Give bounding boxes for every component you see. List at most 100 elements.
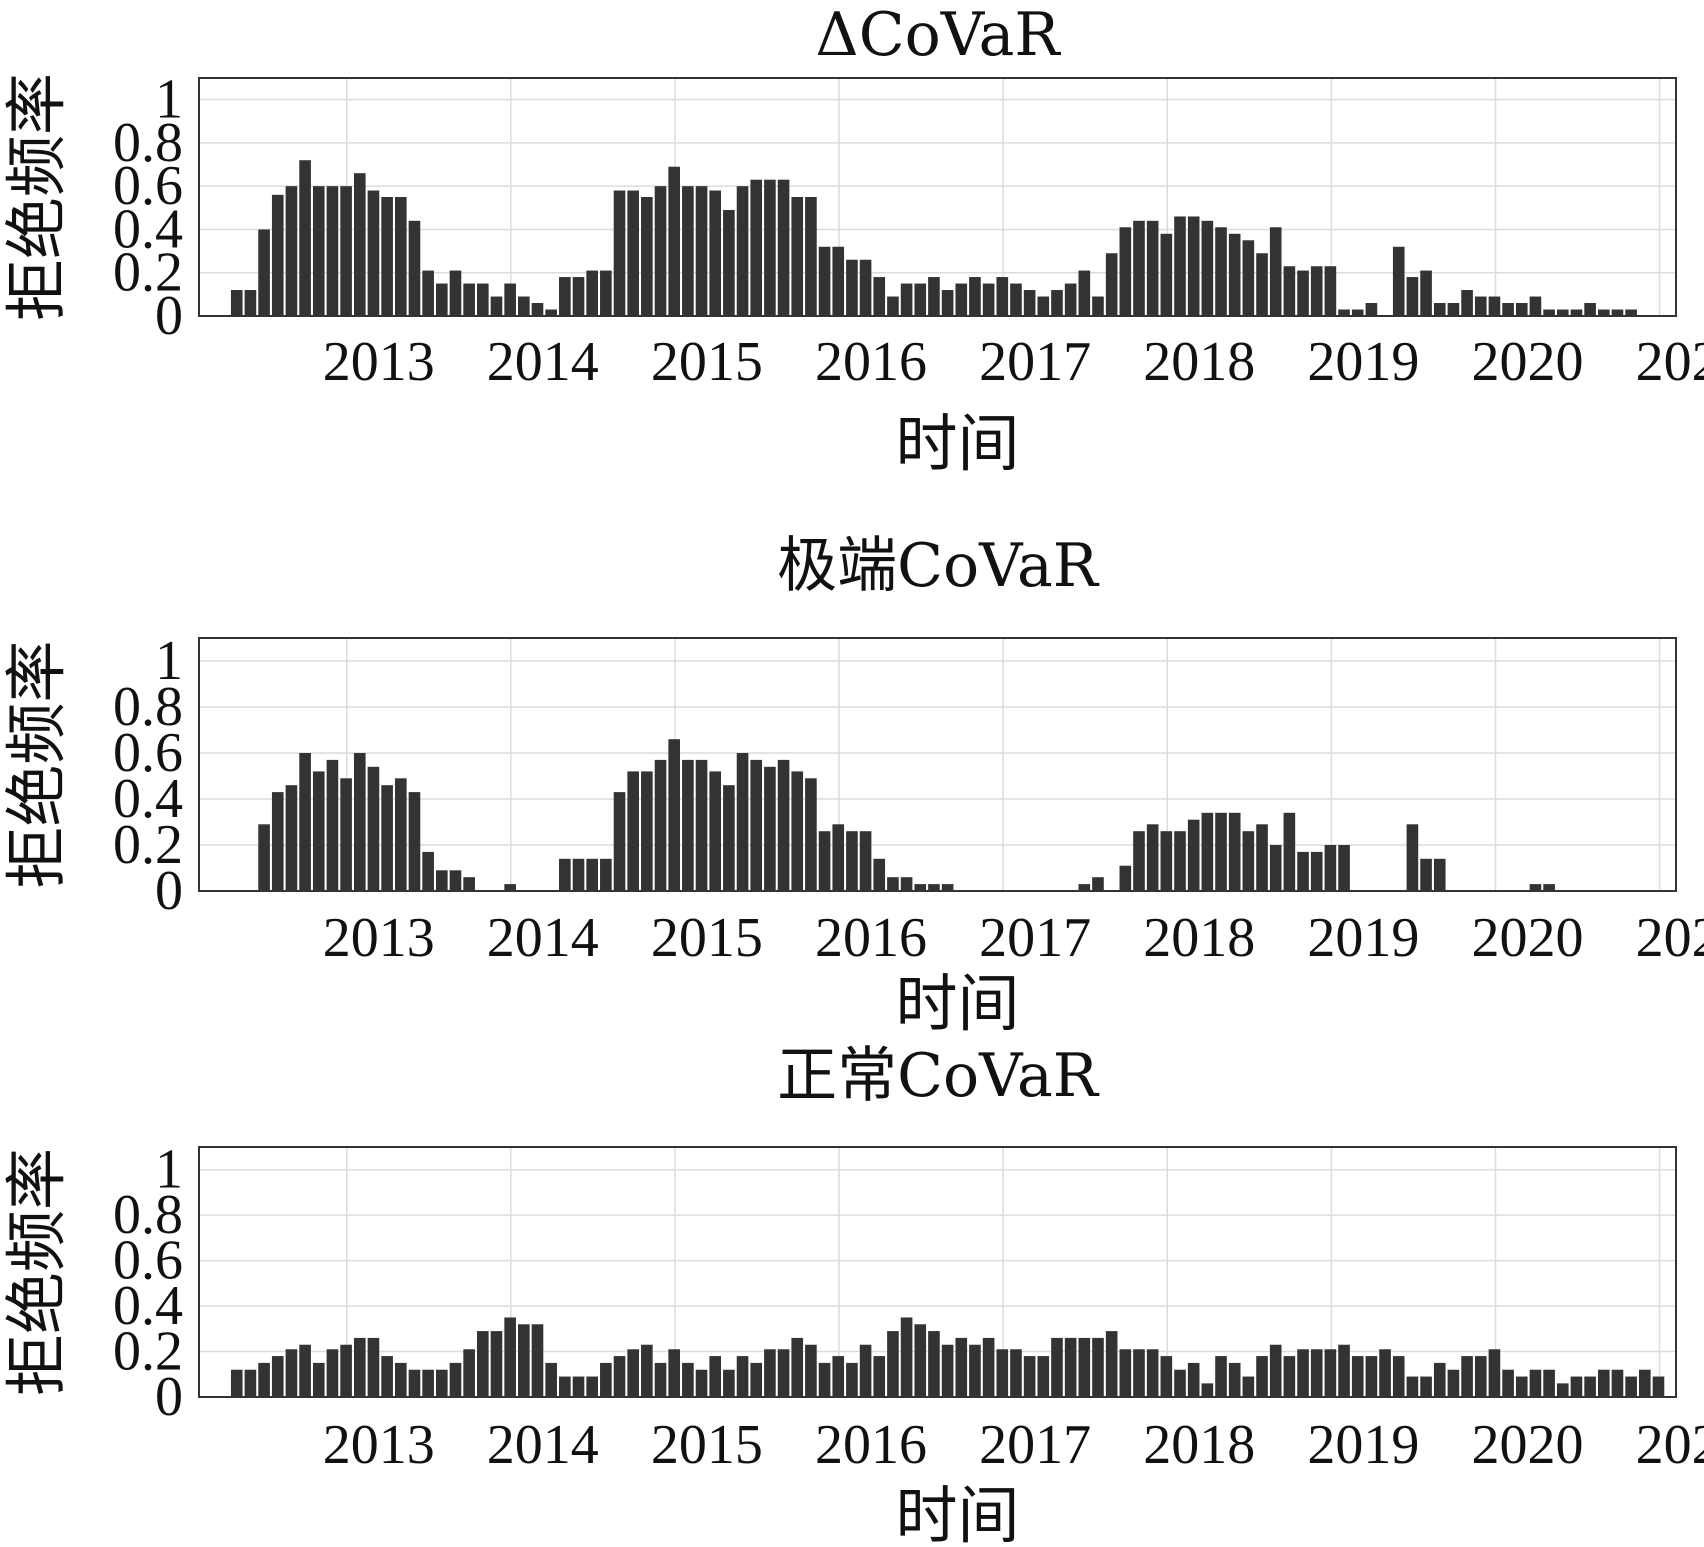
bar [627,190,639,316]
bar [777,1349,790,1397]
bar [1406,277,1419,316]
bar [1474,296,1487,316]
bar [1625,1376,1637,1397]
bar [1051,290,1063,316]
bar [1365,303,1378,316]
bar [1133,831,1145,891]
bar [750,179,763,316]
y-tick-label: 0.6 [113,1230,183,1292]
bar [285,1349,298,1397]
bar [641,1344,653,1397]
bar [1146,1349,1159,1397]
bar [230,1369,243,1397]
bar [1324,1349,1337,1397]
bar [504,283,516,316]
bar [1146,824,1159,891]
bar [1023,290,1036,316]
bar [859,259,872,316]
bar [1119,865,1132,891]
bar [545,1362,557,1397]
x-tick-label: 2021 [1636,907,1704,969]
bar [271,1356,284,1397]
bar [1228,233,1241,316]
bar [709,771,722,891]
bar [695,186,708,316]
bar [832,1356,845,1397]
bar [586,270,598,316]
bar [764,179,776,316]
bar [381,1356,393,1397]
bar [1502,1369,1514,1397]
bar [1201,1383,1214,1397]
bar [435,870,448,891]
bar [709,190,722,316]
bar [463,283,475,316]
bar [340,1344,352,1397]
bar [1461,1356,1473,1397]
bar [928,277,940,316]
bar [422,1369,434,1397]
bar [682,1362,694,1397]
bar [463,877,475,891]
bar [600,858,612,891]
x-axis-label: 时间 [895,967,1019,1040]
bar [777,759,790,891]
bar [969,1344,981,1397]
bar [1160,831,1173,891]
bar [353,1337,366,1397]
bar [449,1362,462,1397]
bar [353,753,366,891]
bar [982,1337,995,1397]
bar [613,190,626,316]
bar [805,1344,817,1397]
plot-frame [198,1146,1677,1398]
bar [1297,270,1309,316]
bar [791,1337,804,1397]
bar [723,1369,735,1397]
x-tick-label: 2014 [487,907,599,969]
bar [518,1324,530,1397]
bar [1078,884,1091,891]
bar [1010,283,1022,316]
bar [244,290,257,316]
bar [832,246,845,316]
y-tick-label: 0.8 [113,676,183,738]
bar [1146,220,1159,316]
bar [1488,1349,1501,1397]
bar [1174,831,1186,891]
y-tick-label: 0.2 [113,242,183,304]
bar [1515,303,1528,316]
bar [805,778,817,891]
bar [394,197,407,316]
bar [695,759,708,891]
bar [367,190,380,316]
bar [477,1331,489,1397]
bar [600,270,612,316]
bar [394,1362,407,1397]
bar [1338,309,1350,316]
bar [613,1356,626,1397]
bar [326,759,339,891]
bar [312,1362,325,1397]
bar [1174,216,1186,316]
bar [1269,227,1282,316]
bar [1338,845,1350,891]
bar [736,186,749,316]
bar [1584,1376,1596,1397]
bar [422,270,434,316]
bar [1119,1349,1132,1397]
chart-title: 极端CoVaR [777,531,1100,601]
bar [230,290,243,316]
bar [1133,220,1145,316]
bar [818,1362,831,1397]
bar [1488,296,1501,316]
plot-frame [198,77,1677,317]
bar [1420,1376,1432,1397]
bar [1064,1337,1077,1397]
bar [682,759,694,891]
bar [900,877,913,891]
bar [1187,216,1200,316]
bar [1228,1362,1241,1397]
bar [299,160,311,316]
